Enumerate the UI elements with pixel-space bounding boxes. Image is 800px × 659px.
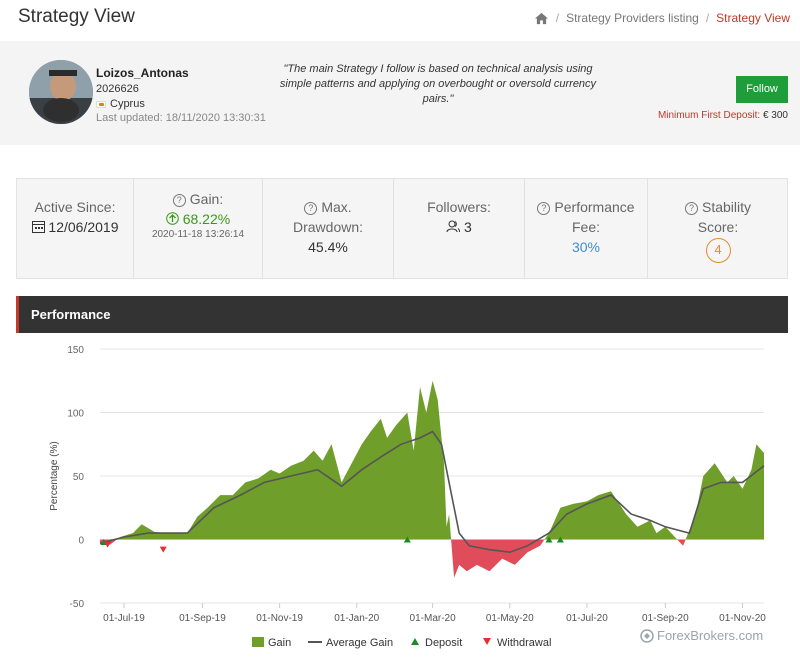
stat-active-since: Active Since: 12/06/2019 <box>17 179 133 278</box>
help-icon[interactable]: ? <box>537 202 551 215</box>
forexbrokers-logo-icon <box>640 628 654 643</box>
stat-followers: Followers: 3 <box>394 179 524 278</box>
stat-divider <box>393 179 394 278</box>
stats-panel: Active Since: 12/06/2019 ? Gain: 68.22% 2… <box>16 178 788 279</box>
performance-chart: -50 0 50 100 150 Percentage (%) 01-Jul-19 01-Se… <box>16 333 788 659</box>
cyprus-flag-icon <box>96 100 106 108</box>
avatar <box>29 60 93 124</box>
strategy-quote: "The main Strategy I follow is based on … <box>279 63 597 105</box>
x-tick-label: 01-Mar-20 <box>410 613 457 624</box>
followers-value: 3 <box>464 219 472 235</box>
legend-deposit-swatch <box>411 638 419 645</box>
provider-id: 2026626 <box>96 83 139 95</box>
stability-label: Stability <box>701 199 752 215</box>
min-deposit: Minimum First Deposit: € 300 <box>658 110 788 121</box>
arrow-up-circle-icon <box>166 212 179 225</box>
users-icon <box>446 220 461 233</box>
y-tick-label: 150 <box>67 345 84 356</box>
y-tick-label: 0 <box>78 536 84 547</box>
legend-withdrawal-swatch <box>483 638 491 645</box>
breadcrumb-providers-link[interactable]: Strategy Providers listing <box>566 11 699 25</box>
legend-gain-swatch <box>252 637 264 647</box>
stat-drawdown: ? Max. Drawdown: 45.4% <box>263 179 393 278</box>
deposit-marker <box>545 536 553 543</box>
deposit-marker <box>556 536 564 543</box>
x-tick-label: 01-Jan-20 <box>334 613 379 624</box>
fee-value: 30% <box>571 239 601 255</box>
help-icon[interactable]: ? <box>684 202 698 215</box>
y-tick-label: 100 <box>67 409 84 420</box>
score-label: Score: <box>697 219 739 235</box>
stability-score-badge: 4 <box>705 238 731 263</box>
y-axis-label: Percentage (%) <box>49 441 60 510</box>
max-label: Max. <box>321 199 352 215</box>
stat-divider <box>133 179 134 278</box>
active-since-value-row: 12/06/2019 <box>17 219 133 235</box>
top-bar: Strategy View / Strategy Providers listi… <box>0 0 800 40</box>
calendar-icon <box>31 221 45 233</box>
provider-name[interactable]: Loizos_Antonas <box>96 66 189 80</box>
x-tick-label: 01-Nov-19 <box>256 613 303 624</box>
performance-chart-svg: -50 0 50 100 150 Percentage (%) 01-Jul-19 01-Se… <box>16 333 788 659</box>
avatar-photo <box>29 60 93 124</box>
stat-gain: ? Gain: 68.22% 2020-11-18 13:26:14 <box>134 179 262 278</box>
x-tick-label: 01-Jul-19 <box>103 613 145 624</box>
deposit-marker <box>403 536 411 543</box>
y-tick-label: 50 <box>73 472 85 483</box>
performance-label: Performance <box>554 199 635 215</box>
breadcrumb-separator: / <box>705 11 710 25</box>
page-title: Strategy View <box>18 6 135 27</box>
x-tick-label: 01-Sep-20 <box>642 613 689 624</box>
active-since-value: 12/06/2019 <box>48 219 119 235</box>
legend-label: Average Gain <box>326 637 393 649</box>
country-name: Cyprus <box>110 98 145 110</box>
stat-performance-fee: ? Performance Fee: 30% <box>525 179 647 278</box>
stat-divider <box>262 179 263 278</box>
gain-timestamp: 2020-11-18 13:26:14 <box>151 229 245 240</box>
followers-label: Followers: <box>427 199 491 215</box>
drawdown-value: 45.4% <box>308 239 348 255</box>
watermark-text: ForexBrokers.com <box>657 628 764 643</box>
last-updated: Last updated: 18/11/2020 13:30:31 <box>96 112 266 124</box>
legend-label: Withdrawal <box>497 637 551 649</box>
stat-stability-score: ? Stability Score: 4 <box>648 179 788 278</box>
follow-button[interactable]: Follow <box>736 76 788 103</box>
average-gain-line <box>99 430 765 554</box>
provider-country: Cyprus <box>96 98 145 110</box>
breadcrumb-separator: / <box>555 11 560 25</box>
x-tick-label: 01-May-20 <box>486 613 534 624</box>
min-deposit-value: € 300 <box>762 110 788 121</box>
breadcrumb-current: Strategy View <box>716 11 790 25</box>
stat-divider <box>524 179 525 278</box>
provider-header <box>0 41 800 145</box>
gain-label: Gain: <box>189 191 224 207</box>
x-tick-label: 01-Sep-19 <box>179 613 226 624</box>
performance-section-header: Performance <box>16 296 788 333</box>
breadcrumb: / Strategy Providers listing / Strategy … <box>534 11 790 25</box>
y-tick-label: -50 <box>70 599 85 610</box>
x-tick-label: 01-Jul-20 <box>566 613 608 624</box>
min-deposit-label: Minimum First Deposit: <box>657 110 761 121</box>
home-icon[interactable] <box>534 12 549 25</box>
active-since-label: Active Since: <box>34 199 116 215</box>
x-tick-label: 01-Nov-20 <box>719 613 766 624</box>
legend-label: Deposit <box>425 637 462 649</box>
watermark: ForexBrokers.com <box>640 628 763 643</box>
drawdown-label: Drawdown: <box>292 219 364 235</box>
legend-label: Gain <box>268 637 291 649</box>
stat-divider <box>647 179 648 278</box>
withdrawal-marker <box>159 546 167 553</box>
gain-value: 68.22% <box>182 211 231 227</box>
help-icon[interactable]: ? <box>304 202 318 215</box>
withdrawal-marker <box>104 541 112 548</box>
help-icon[interactable]: ? <box>172 194 186 207</box>
fee-label: Fee: <box>571 219 600 235</box>
